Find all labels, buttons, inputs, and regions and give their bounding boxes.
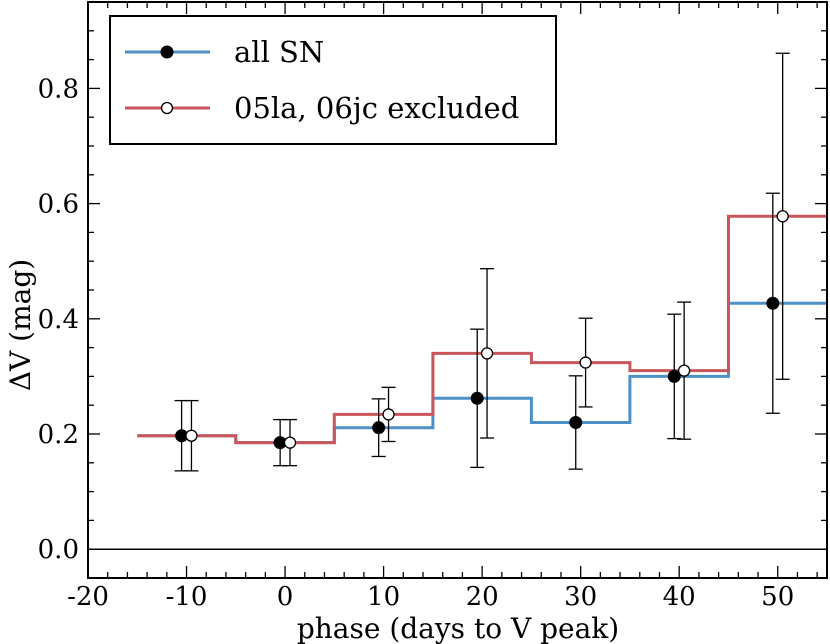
y-tick-label: 0.6 — [38, 190, 79, 220]
legend-label: all SN — [234, 35, 324, 69]
x-tick-label: -20 — [67, 582, 109, 612]
marker-series-1-point-7 — [766, 296, 780, 310]
x-axis-label: phase (days to V peak) — [297, 612, 619, 644]
axes: -20 -10 0 10 20 30 40 50 0.0 0.2 0.4 0.6 0.8 — [38, 1, 828, 612]
y-tick-label: 0.0 — [38, 535, 79, 565]
marker-series-2-point-1 — [185, 429, 198, 442]
marker-series-1-point-4 — [470, 391, 484, 405]
plot-area — [88, 52, 827, 550]
step-line-series-1 — [137, 301, 827, 445]
legend-item-series-2: 05la, 06jc excluded — [125, 91, 519, 125]
y-axis-label: ΔV (mag) — [4, 259, 37, 391]
marker-series-2-point-7 — [776, 210, 789, 223]
marker-series-2-point-6 — [677, 364, 691, 377]
legend-item-series-1: all SN — [125, 35, 324, 69]
x-tick-label: 20 — [466, 582, 499, 612]
marker-series-2-point-4 — [480, 347, 494, 360]
marker-series-2-point-2 — [283, 436, 297, 449]
legend-swatch-marker — [160, 45, 174, 59]
marker-series-2-point-3 — [382, 408, 395, 421]
x-tick-label: -10 — [166, 582, 208, 612]
y-tick-label: 0.2 — [38, 420, 79, 450]
x-tick-label: 0 — [277, 582, 294, 612]
y-tick-label: 0.8 — [38, 74, 79, 104]
marker-series-1-point-6 — [667, 369, 681, 383]
legend-frame — [109, 15, 557, 145]
legend-swatch-marker — [160, 101, 174, 115]
legend-label: 05la, 06jc excluded — [234, 91, 519, 125]
x-tick-label: 30 — [564, 582, 597, 612]
marker-series-2-point-5 — [579, 356, 592, 369]
marker-series-1-point-5 — [569, 415, 583, 429]
marker-series-1-point-3 — [372, 421, 386, 435]
legend: all SN 05la, 06jc excluded — [109, 15, 557, 145]
y-tick-label: 0.4 — [38, 305, 79, 335]
x-tick-label: 50 — [761, 582, 794, 612]
x-tick-label: 10 — [367, 582, 400, 612]
x-tick-label: 40 — [663, 582, 696, 612]
